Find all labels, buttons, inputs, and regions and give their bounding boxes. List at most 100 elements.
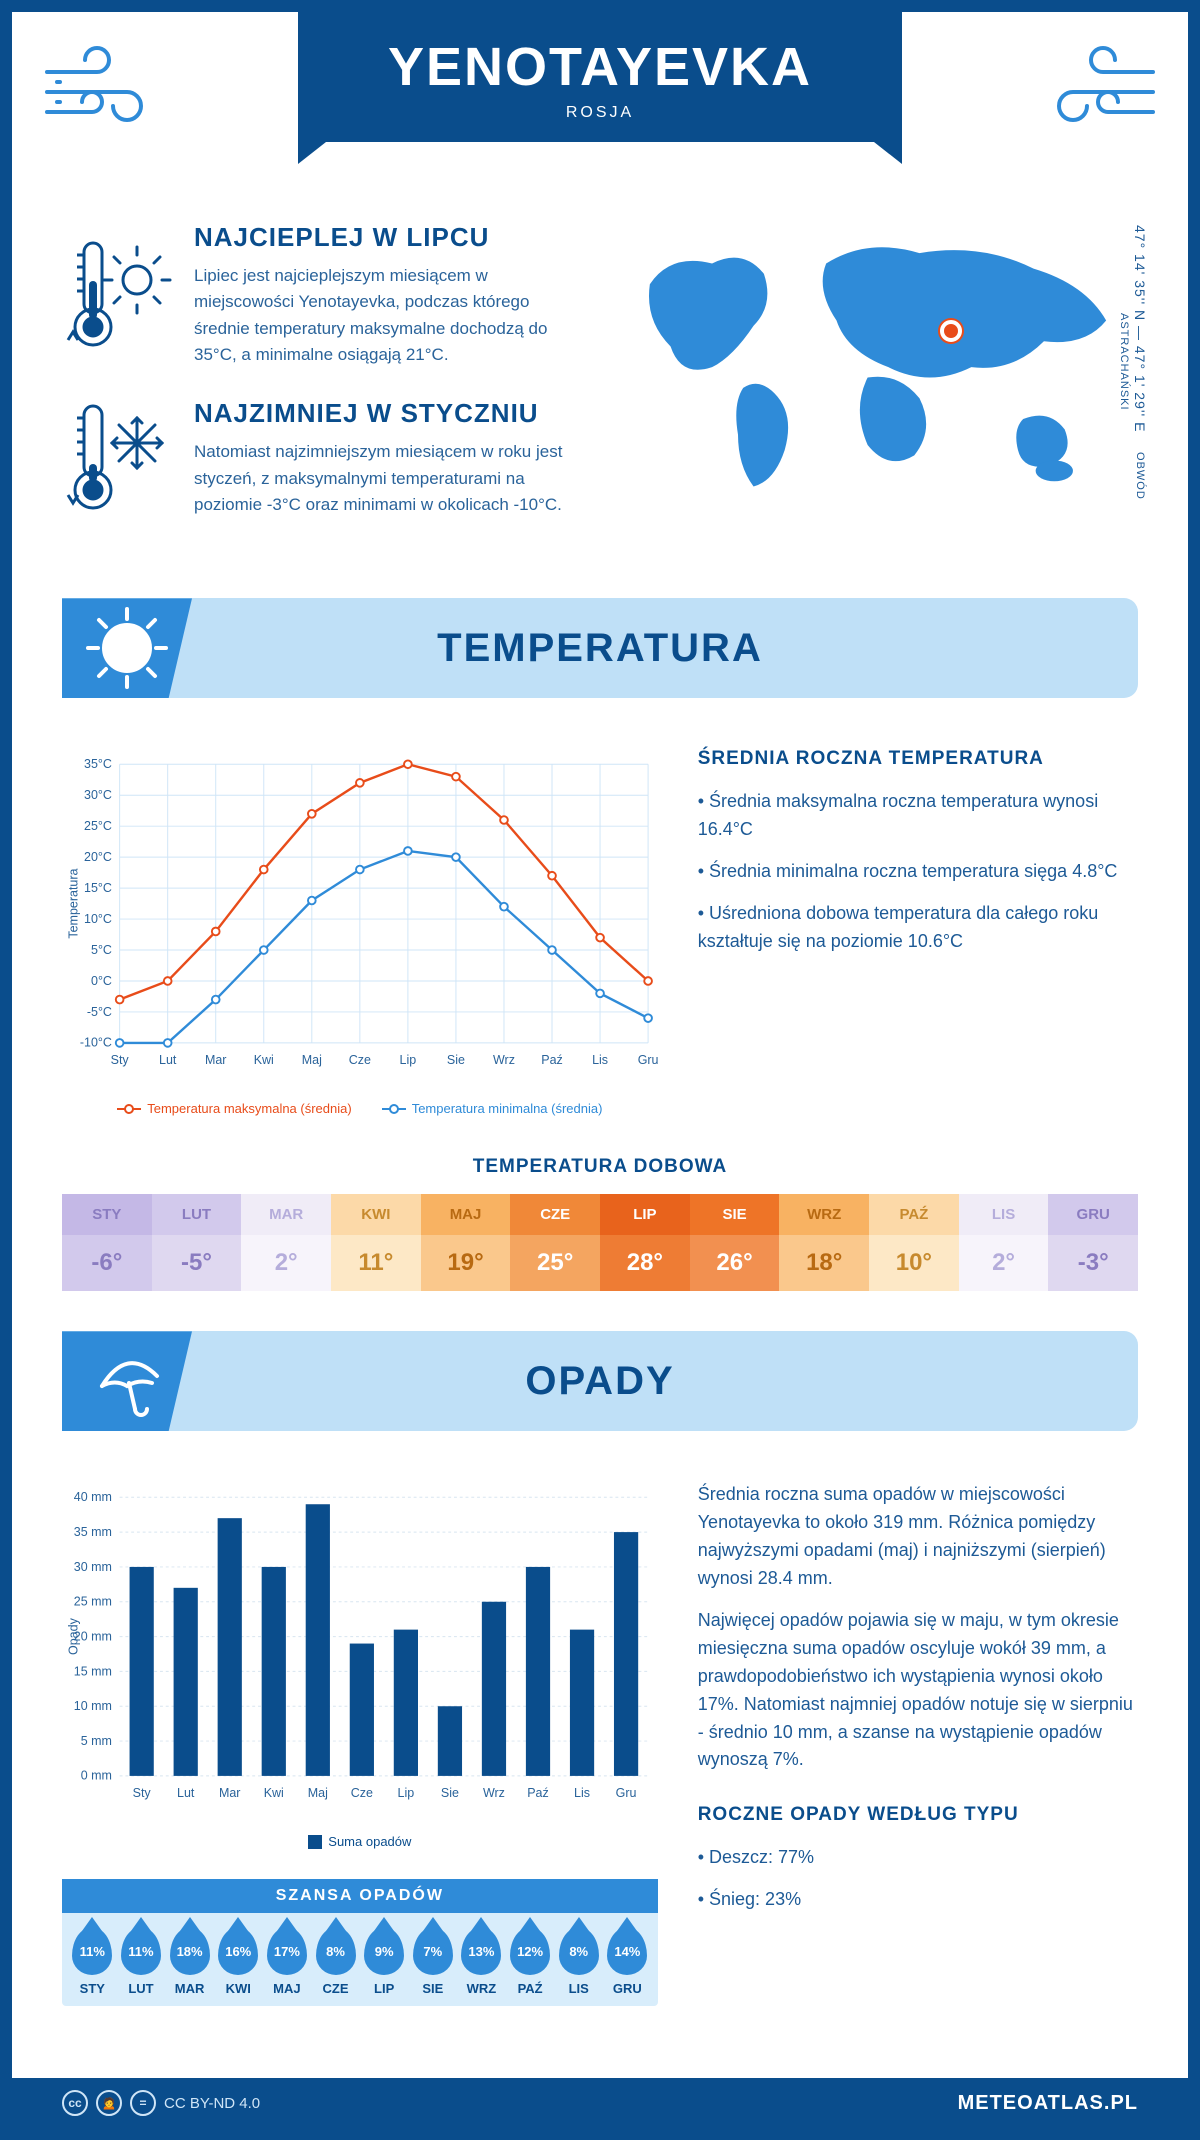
chance-cell: 16%KWI xyxy=(214,1927,263,1996)
svg-text:Lut: Lut xyxy=(159,1053,177,1067)
temperature-bullet: Średnia minimalna roczna temperatura się… xyxy=(698,858,1138,886)
svg-text:25°C: 25°C xyxy=(84,819,112,833)
svg-text:35°C: 35°C xyxy=(84,758,112,772)
title-banner: YENOTAYEVKA ROSJA xyxy=(298,12,902,142)
precipitation-chart-row: 0 mm5 mm10 mm15 mm20 mm25 mm30 mm35 mm40… xyxy=(12,1451,1188,2016)
wind-icon xyxy=(42,42,182,147)
chance-cell: 11%STY xyxy=(68,1927,117,1996)
svg-text:15 mm: 15 mm xyxy=(74,1665,112,1679)
daily-temp-cell: LUT -5° xyxy=(152,1194,242,1291)
svg-text:Wrz: Wrz xyxy=(493,1053,515,1067)
daily-temp-table: STY -6°LUT -5°MAR 2°KWI 11°MAJ 19°CZE 25… xyxy=(62,1194,1138,1291)
daily-temp-cell: LIP 28° xyxy=(600,1194,690,1291)
daily-temp-title: TEMPERATURA DOBOWA xyxy=(12,1156,1188,1178)
precipitation-chance-box: SZANSA OPADÓW 11%STY11%LUT18%MAR16%KWI17… xyxy=(62,1879,658,2006)
svg-text:Sie: Sie xyxy=(447,1053,465,1067)
daily-temp-cell: WRZ 18° xyxy=(779,1194,869,1291)
svg-text:5 mm: 5 mm xyxy=(81,1734,112,1748)
svg-text:Lis: Lis xyxy=(592,1053,608,1067)
svg-text:Maj: Maj xyxy=(302,1053,322,1067)
cc-icon: cc xyxy=(62,2090,88,2116)
precip-type-item: Śnieg: 23% xyxy=(698,1886,1138,1914)
precipitation-by-type-title: ROCZNE OPADY WEDŁUG TYPU xyxy=(698,1804,1138,1826)
svg-text:40 mm: 40 mm xyxy=(74,1491,112,1505)
svg-text:30 mm: 30 mm xyxy=(74,1560,112,1574)
svg-text:Lip: Lip xyxy=(400,1053,417,1067)
svg-text:Sty: Sty xyxy=(111,1053,130,1067)
daily-temp-cell: GRU -3° xyxy=(1048,1194,1138,1291)
daily-temp-cell: PAŹ 10° xyxy=(869,1194,959,1291)
svg-text:10 mm: 10 mm xyxy=(74,1699,112,1713)
brand: METEOATLAS.PL xyxy=(958,2092,1138,2115)
svg-text:25 mm: 25 mm xyxy=(74,1595,112,1609)
temperature-summary: ŚREDNIA ROCZNA TEMPERATURA Średnia maksy… xyxy=(698,748,1138,1116)
infographic-page: YENOTAYEVKA ROSJA xyxy=(0,0,1200,2140)
daily-temp-cell: STY -6° xyxy=(62,1194,152,1291)
svg-text:Wrz: Wrz xyxy=(483,1786,505,1800)
temperature-banner: TEMPERATURA xyxy=(62,598,1138,698)
svg-text:10°C: 10°C xyxy=(84,912,112,926)
svg-text:Paź: Paź xyxy=(541,1053,563,1067)
license-text: CC BY-ND 4.0 xyxy=(164,2095,260,2112)
by-icon: 🙍 xyxy=(96,2090,122,2116)
cold-fact-title: NAJZIMNIEJ W STYCZNIU xyxy=(194,398,588,429)
world-map-icon xyxy=(618,222,1138,502)
svg-text:Opady: Opady xyxy=(66,1618,80,1656)
chance-cell: 11%LUT xyxy=(117,1927,166,1996)
precipitation-title: OPADY xyxy=(192,1359,1138,1404)
svg-text:Gru: Gru xyxy=(638,1053,658,1067)
precipitation-text-1: Średnia roczna suma opadów w miejscowośc… xyxy=(698,1481,1138,1593)
daily-temp-cell: LIS 2° xyxy=(959,1194,1049,1291)
svg-text:-10°C: -10°C xyxy=(80,1036,112,1050)
chance-cell: 8%CZE xyxy=(311,1927,360,1996)
thermometer-hot-icon xyxy=(62,222,172,368)
temperature-legend: Temperatura maksymalna (średnia) Tempera… xyxy=(62,1101,658,1116)
precipitation-summary: Średnia roczna suma opadów w miejscowośc… xyxy=(698,1481,1138,2006)
temperature-bullet: Średnia maksymalna roczna temperatura wy… xyxy=(698,788,1138,844)
umbrella-icon xyxy=(62,1331,192,1431)
chance-cell: 7%SIE xyxy=(408,1927,457,1996)
svg-text:Lip: Lip xyxy=(398,1786,415,1800)
svg-text:Cze: Cze xyxy=(351,1786,373,1800)
city-name: YENOTAYEVKA xyxy=(388,36,812,98)
precipitation-bar-chart: 0 mm5 mm10 mm15 mm20 mm25 mm30 mm35 mm40… xyxy=(62,1481,658,2006)
header: YENOTAYEVKA ROSJA xyxy=(12,12,1188,212)
svg-text:Maj: Maj xyxy=(308,1786,328,1800)
chance-cell: 12%PAŹ xyxy=(506,1927,555,1996)
cold-fact-text: Natomiast najzimniejszym miesiącem w rok… xyxy=(194,439,588,518)
chance-cell: 13%WRZ xyxy=(457,1927,506,1996)
facts-column: NAJCIEPLEJ W LIPCU Lipiec jest najcieple… xyxy=(62,222,588,548)
daily-temp-cell: KWI 11° xyxy=(331,1194,421,1291)
precip-type-item: Deszcz: 77% xyxy=(698,1844,1138,1872)
svg-text:30°C: 30°C xyxy=(84,788,112,802)
precipitation-chance-title: SZANSA OPADÓW xyxy=(62,1879,658,1913)
chance-cell: 17%MAJ xyxy=(263,1927,312,1996)
svg-text:0°C: 0°C xyxy=(91,974,112,988)
sun-icon xyxy=(62,598,192,698)
svg-text:Gru: Gru xyxy=(616,1786,637,1800)
svg-text:15°C: 15°C xyxy=(84,881,112,895)
chance-cell: 14%GRU xyxy=(603,1927,652,1996)
svg-text:-5°C: -5°C xyxy=(87,1005,112,1019)
license: cc 🙍 = CC BY-ND 4.0 xyxy=(62,2090,260,2116)
svg-text:0 mm: 0 mm xyxy=(81,1769,112,1783)
daily-temp-cell: CZE 25° xyxy=(510,1194,600,1291)
daily-temp-cell: SIE 26° xyxy=(690,1194,780,1291)
daily-temp-cell: MAR 2° xyxy=(241,1194,331,1291)
precipitation-legend: Suma opadów xyxy=(62,1834,658,1849)
daily-temp-cell: MAJ 19° xyxy=(421,1194,511,1291)
chance-cell: 9%LIP xyxy=(360,1927,409,1996)
svg-text:20°C: 20°C xyxy=(84,850,112,864)
coordinates: 47° 14' 35'' N — 47° 1' 29'' E OBWÓD AST… xyxy=(1116,222,1148,502)
hot-fact-title: NAJCIEPLEJ W LIPCU xyxy=(194,222,588,253)
svg-text:Lis: Lis xyxy=(574,1786,590,1800)
svg-text:Kwi: Kwi xyxy=(264,1786,284,1800)
precipitation-banner: OPADY xyxy=(62,1331,1138,1431)
svg-text:Sie: Sie xyxy=(441,1786,459,1800)
svg-text:Cze: Cze xyxy=(349,1053,371,1067)
temperature-chart-row: -10°C -5°C 0°C 5°C 10°C 15°C 20°C 25°C 30°C 35°C S… xyxy=(12,718,1188,1126)
svg-text:Temperatura: Temperatura xyxy=(66,869,80,939)
country-name: ROSJA xyxy=(388,104,812,122)
svg-text:5°C: 5°C xyxy=(91,943,112,957)
chance-cell: 8%LIS xyxy=(554,1927,603,1996)
